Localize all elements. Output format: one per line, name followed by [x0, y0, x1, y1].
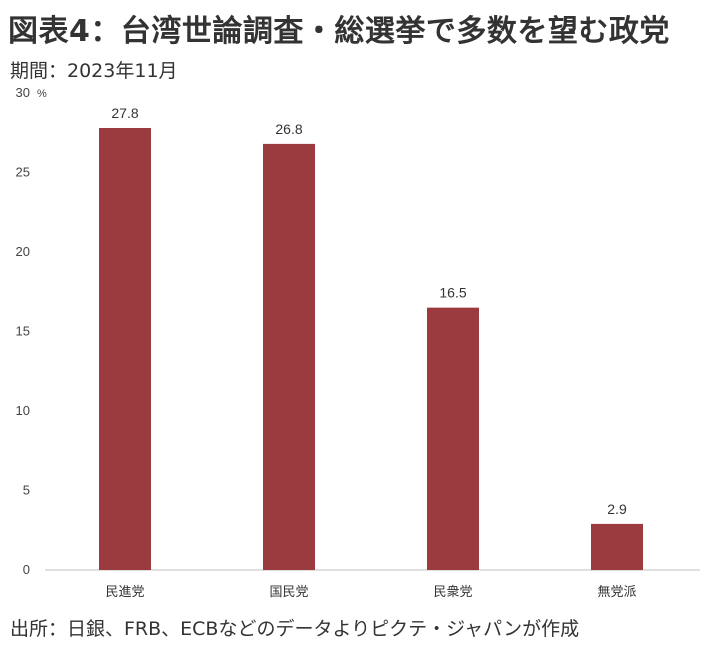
y-tick-label: 15 [16, 324, 30, 339]
bar [99, 127, 151, 570]
chart-title: 図表4：台湾世論調査・総選挙で多数を望む政党 [8, 14, 670, 49]
data-label: 27.8 [111, 105, 138, 121]
category-label: 無党派 [597, 585, 636, 600]
bar [263, 143, 315, 570]
bars-layer [99, 127, 643, 570]
data-label: 26.8 [275, 121, 302, 137]
y-tick-label: 0 [23, 562, 30, 577]
source-note: 出所：日銀、FRB、ECBなどのデータよりピクテ・ジャパンが作成 [10, 618, 580, 640]
data-label: 16.5 [439, 285, 466, 301]
bar [591, 523, 643, 570]
data-label: 2.9 [607, 501, 627, 517]
y-tick-label: 30 [16, 85, 30, 100]
labels-layer: 27.8 民進党 26.8 国民党 16.5 民衆党 2.9 無党派 [105, 105, 636, 600]
category-label: 民衆党 [433, 584, 472, 600]
chart-subtitle: 期間：2023年11月 [10, 60, 178, 82]
y-tick-label: 10 [16, 403, 30, 418]
y-unit-label: % [37, 88, 47, 100]
category-label: 民進党 [105, 585, 144, 600]
category-label: 国民党 [269, 585, 308, 600]
y-tick-label: 25 [16, 165, 30, 180]
bar [427, 307, 479, 570]
axis-layer: 0 5 10 15 20 25 30% [16, 85, 700, 577]
y-tick-label: 20 [16, 244, 30, 259]
y-tick-label: 5 [23, 483, 30, 498]
